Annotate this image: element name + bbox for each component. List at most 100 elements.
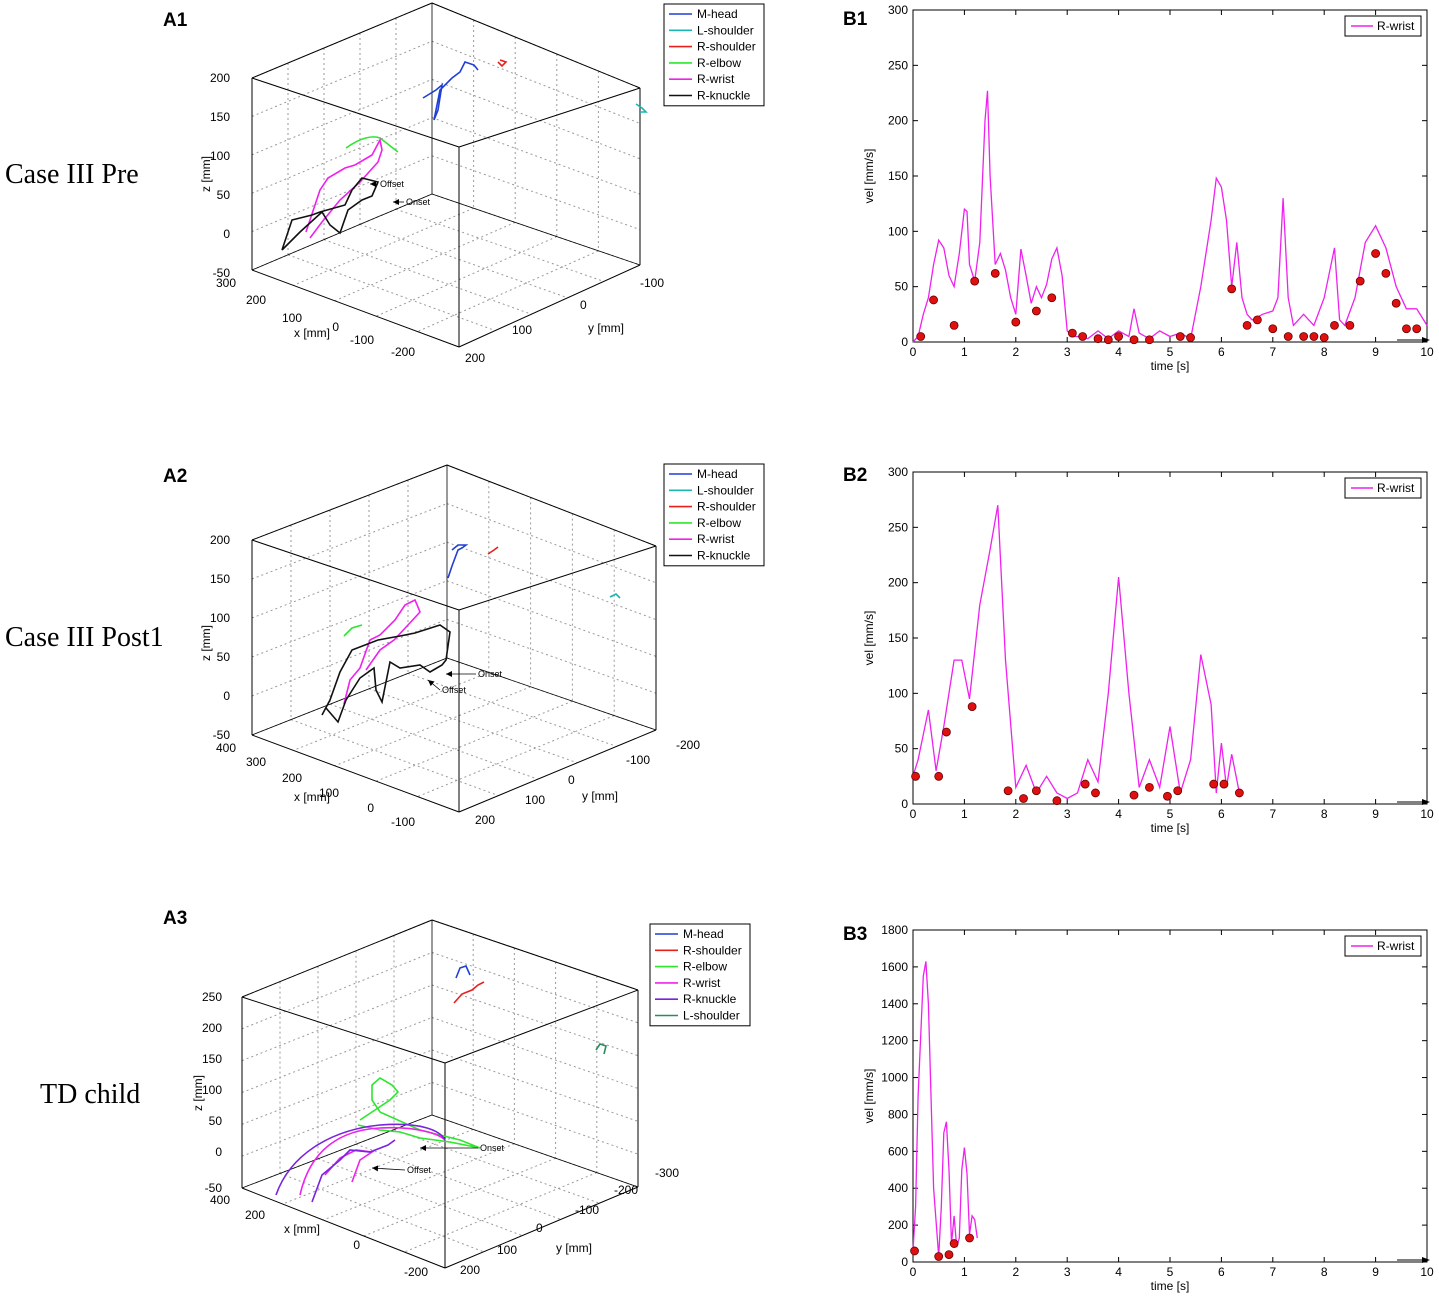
trajectory-r-knuckle xyxy=(275,1123,446,1203)
grid-line xyxy=(241,984,433,1062)
data-point-marker xyxy=(1067,328,1077,338)
data-point-marker xyxy=(1186,333,1195,342)
data-point-marker xyxy=(1019,794,1028,803)
grid-line xyxy=(241,952,433,1030)
trajectory-m-head xyxy=(447,544,469,579)
plot-frame xyxy=(912,929,1428,1263)
box-edge xyxy=(431,919,639,991)
y-tick-label: 150 xyxy=(888,169,908,183)
panel-label: B2 xyxy=(843,465,867,486)
x-tick-label: 5 xyxy=(1167,345,1174,359)
z-tick-label: 200 xyxy=(202,1021,222,1035)
x-tick-label: 8 xyxy=(1321,807,1328,821)
x-tick-label: 7 xyxy=(1269,807,1276,821)
panel-label: B1 xyxy=(843,9,868,30)
y-tick-label: 100 xyxy=(512,323,532,337)
data-point-marker xyxy=(1114,332,1123,341)
annotation-arrowhead xyxy=(428,680,435,687)
z-tick-label: 50 xyxy=(209,1114,223,1128)
grid-line xyxy=(395,208,604,282)
y-tick-label: 250 xyxy=(888,58,908,72)
x-tick-label: 400 xyxy=(210,1193,230,1207)
row-label-post1: Case III Post1 xyxy=(5,622,164,653)
data-point-marker xyxy=(1175,332,1185,341)
box-edge xyxy=(444,1186,639,1269)
grid-line xyxy=(376,700,573,782)
y-tick-label: 100 xyxy=(888,224,908,238)
series-line-r-wrist xyxy=(912,90,1428,343)
box-edge xyxy=(251,734,460,813)
data-point-marker xyxy=(1080,779,1090,789)
x-tick-label: 6 xyxy=(1218,345,1225,359)
grid-line xyxy=(375,236,558,317)
y-tick-label: 250 xyxy=(888,520,908,534)
x-axis-label: x [mm] xyxy=(294,790,330,804)
x-axis-label: x [mm] xyxy=(284,1222,320,1236)
trajectory-l-shoulder xyxy=(635,103,648,113)
grid-line xyxy=(446,541,657,621)
grid-line xyxy=(431,952,639,1024)
y-tick-label: -200 xyxy=(676,738,700,752)
legend-box xyxy=(1344,477,1422,499)
data-point-marker xyxy=(1371,249,1380,258)
data-point-marker xyxy=(1209,779,1219,789)
x-tick-label: 0 xyxy=(367,801,374,815)
panel-label: B3 xyxy=(843,924,867,945)
annotation-arrowhead xyxy=(372,1165,379,1172)
legend-box xyxy=(663,463,765,567)
series-line-r-wrist xyxy=(912,505,1241,800)
x-tick-label: 200 xyxy=(246,293,266,307)
x-axis-label: time [s] xyxy=(1151,1279,1190,1293)
z-tick-label: 0 xyxy=(215,1145,222,1159)
box-edge xyxy=(251,2,433,79)
x-tick-label: 2 xyxy=(1012,345,1019,359)
trajectory-l-shoulder xyxy=(595,1043,607,1055)
trajectory-r-knuckle xyxy=(321,624,451,724)
grid-line xyxy=(334,686,531,767)
legend-box xyxy=(1344,15,1422,37)
time-axis-arrowhead xyxy=(1422,337,1430,343)
annotation-label: Offset xyxy=(380,179,404,189)
box-edge-back xyxy=(251,193,433,271)
trajectory-m-head xyxy=(455,965,471,979)
data-point-marker xyxy=(1268,324,1278,334)
data-point-marker xyxy=(949,320,959,330)
data-point-marker xyxy=(1330,320,1339,330)
time-axis-arrowhead xyxy=(1422,799,1430,805)
grid-line xyxy=(431,1049,639,1122)
annotation-arrowhead xyxy=(393,199,399,205)
trajectory-l-shoulder xyxy=(609,593,621,599)
plot-frame xyxy=(912,471,1428,805)
grid-line xyxy=(431,155,641,231)
x-tick-label: 8 xyxy=(1321,1265,1328,1279)
legend-entry: L-shoulder xyxy=(697,483,754,497)
series-line-r-wrist xyxy=(912,961,978,1257)
trajectory-r-shoulder xyxy=(497,59,508,68)
grid-line xyxy=(446,580,657,657)
data-point-marker xyxy=(1402,324,1411,334)
x-tick-label: 5 xyxy=(1167,807,1174,821)
z-tick-label: 50 xyxy=(217,188,231,202)
x-tick-label: 200 xyxy=(282,771,302,785)
grid-line xyxy=(293,671,489,751)
y-tick-label: 1200 xyxy=(881,1034,908,1048)
trajectory-r-knuckle xyxy=(281,177,380,251)
x-tick-label: 4 xyxy=(1115,345,1122,359)
grid-line xyxy=(241,1082,433,1157)
time-axis-arrowhead xyxy=(1422,1257,1430,1263)
legend-entry: L-shoulder xyxy=(683,1009,740,1023)
data-point-marker xyxy=(1052,796,1062,806)
x-tick-label: 300 xyxy=(246,755,266,769)
x-tick-label: 300 xyxy=(216,276,236,290)
grid-line xyxy=(355,1143,561,1220)
y-tick-label: 200 xyxy=(888,1218,908,1232)
z-tick-label: 250 xyxy=(202,990,222,1004)
box-edge-back xyxy=(241,1114,433,1189)
data-point-marker xyxy=(970,276,980,286)
box-edge xyxy=(241,1187,446,1269)
y-tick-label: 0 xyxy=(901,1255,908,1269)
x-tick-label: 10 xyxy=(1420,345,1434,359)
grid-line xyxy=(431,78,641,160)
